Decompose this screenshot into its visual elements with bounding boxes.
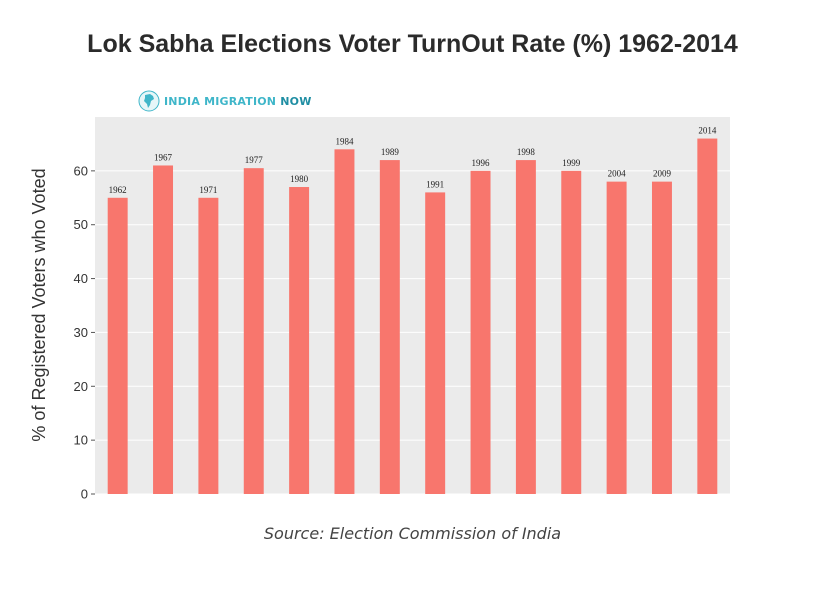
y-tick-label: 40 [74, 271, 88, 286]
y-axis: 0 10 20 30 40 50 60 [74, 163, 95, 502]
bar-1967 [153, 165, 174, 494]
data-label-1977: 1977 [245, 155, 264, 165]
data-label-1999: 1999 [562, 158, 581, 168]
bar-1977 [243, 168, 264, 494]
bar-1996 [470, 170, 491, 494]
y-tick-label: 20 [74, 379, 88, 394]
y-tick-label: 50 [74, 217, 88, 232]
bar-1989 [379, 160, 400, 495]
bars [107, 138, 718, 495]
data-label-1967: 1967 [154, 152, 173, 162]
bar-1962 [107, 197, 128, 495]
data-label-1998: 1998 [517, 147, 536, 157]
bar-1971 [198, 197, 219, 495]
data-label-1984: 1984 [335, 136, 354, 146]
data-label-1989: 1989 [381, 147, 400, 157]
data-label-1996: 1996 [472, 158, 491, 168]
logo-text-main: INDIA MIGRATION [164, 94, 281, 108]
y-tick-label: 30 [74, 325, 88, 340]
y-tick-label: 60 [74, 163, 88, 178]
bar-2004 [606, 181, 627, 494]
bar-1999 [561, 170, 582, 494]
data-label-1971: 1971 [199, 185, 217, 195]
bar-1991 [425, 192, 446, 494]
y-axis-label: % of Registered Voters who Voted [29, 168, 49, 441]
data-label-2014: 2014 [698, 126, 717, 136]
data-label-2009: 2009 [653, 169, 672, 179]
bar-1980 [289, 187, 310, 494]
bar-1998 [515, 160, 536, 495]
logo: INDIA MIGRATION NOW [138, 89, 312, 113]
y-tick-label: 0 [81, 487, 88, 502]
india-map-icon [138, 90, 160, 112]
chart-title: Lok Sabha Elections Voter TurnOut Rate (… [87, 30, 738, 58]
data-labels: 1962 1967 1971 1977 1980 1984 1989 1991 1996 1998… [109, 126, 717, 195]
data-label-1980: 1980 [290, 174, 309, 184]
plot-background [95, 117, 730, 494]
data-label-2004: 2004 [608, 169, 627, 179]
bar-2014 [697, 138, 718, 495]
logo-text: INDIA MIGRATION NOW [164, 95, 312, 108]
y-tick-label: 10 [74, 433, 88, 448]
data-label-1991: 1991 [426, 179, 444, 189]
data-label-1962: 1962 [109, 185, 127, 195]
bar-2009 [651, 181, 672, 494]
bar-1984 [334, 149, 355, 495]
source-caption: Source: Election Commission of India [263, 524, 562, 543]
logo-text-accent: NOW [280, 94, 312, 108]
